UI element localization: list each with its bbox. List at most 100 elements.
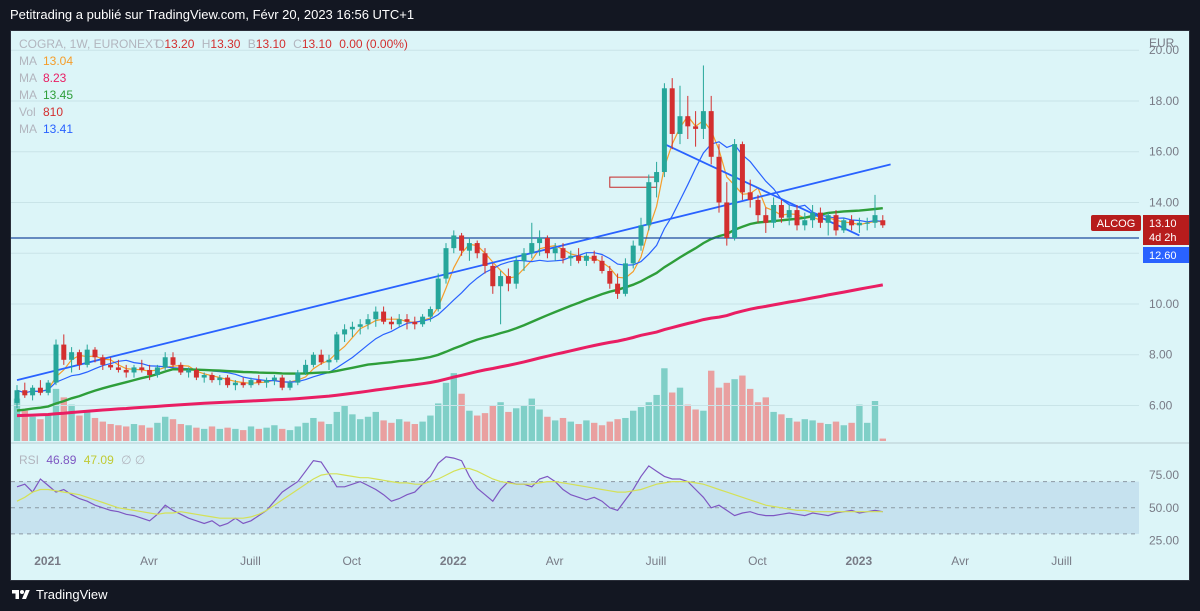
candle-body bbox=[147, 369, 153, 376]
candle-body bbox=[303, 364, 309, 373]
volume-bar bbox=[466, 410, 473, 441]
candle-body bbox=[154, 367, 160, 376]
volume-bar bbox=[583, 420, 590, 441]
candle-body bbox=[45, 382, 51, 393]
candle-body bbox=[459, 235, 465, 251]
candle-body bbox=[576, 255, 582, 261]
volume-bar bbox=[396, 419, 403, 441]
volume-bar bbox=[364, 416, 372, 441]
volume-bar bbox=[856, 404, 863, 441]
volume-bar bbox=[263, 427, 270, 441]
candle-body bbox=[786, 210, 792, 218]
trendline-support[interactable] bbox=[16, 163, 891, 381]
volume-bar bbox=[801, 419, 808, 441]
candle-body bbox=[833, 215, 839, 231]
candle-body bbox=[53, 344, 59, 383]
volume-bar bbox=[216, 428, 223, 441]
chart-area[interactable]: 20.0018.0016.0014.0012.0010.008.006.0075… bbox=[10, 30, 1190, 581]
volume-bar bbox=[481, 413, 489, 441]
header-bar: Petitrading a publié sur TradingView.com… bbox=[0, 0, 1200, 30]
volume-bar bbox=[778, 414, 785, 441]
volume-bar bbox=[879, 438, 886, 441]
candle-body bbox=[264, 380, 270, 383]
rsi-band bbox=[11, 481, 1139, 534]
candle-body bbox=[334, 334, 340, 360]
candle-body bbox=[443, 248, 449, 279]
volume-bar bbox=[37, 419, 44, 441]
candle-body bbox=[193, 369, 199, 378]
volume-bar bbox=[450, 373, 457, 441]
candle-body bbox=[326, 359, 332, 363]
last-price-badge bbox=[1143, 215, 1189, 245]
candle-body bbox=[794, 210, 800, 226]
volume-bar bbox=[552, 420, 559, 441]
candle-body bbox=[108, 364, 114, 368]
volume-bar bbox=[45, 414, 52, 441]
volume-bar bbox=[286, 430, 294, 441]
volume-bar bbox=[536, 409, 543, 441]
tradingview-brand[interactable]: TradingView bbox=[12, 587, 108, 602]
candle-body bbox=[739, 144, 745, 193]
volume-bar bbox=[474, 415, 481, 441]
volume-bar bbox=[559, 417, 567, 441]
legend-ma-3: MA 13.45 bbox=[19, 88, 73, 102]
volume-bar bbox=[427, 415, 434, 441]
candle-body bbox=[817, 212, 823, 223]
candle-body bbox=[225, 377, 231, 386]
volume-bar bbox=[333, 411, 340, 441]
volume-bar bbox=[614, 419, 621, 441]
volume-bar bbox=[357, 419, 364, 441]
tradingview-logo-icon bbox=[12, 589, 30, 599]
candle-body bbox=[810, 212, 816, 221]
volume-bar bbox=[762, 397, 769, 441]
volume-bar bbox=[871, 401, 879, 441]
hline-price-badge bbox=[1143, 247, 1189, 263]
volume-bar bbox=[684, 404, 691, 441]
candle-body bbox=[544, 238, 550, 254]
volume-bar bbox=[201, 428, 208, 441]
candle-body bbox=[521, 253, 527, 261]
volume-bar bbox=[544, 416, 551, 441]
candle-body bbox=[248, 380, 254, 386]
candle-body bbox=[700, 111, 706, 129]
volume-bar bbox=[840, 425, 847, 441]
volume-bar bbox=[567, 421, 574, 441]
candle-body bbox=[708, 111, 714, 157]
time-tick-label: 2021 bbox=[34, 554, 61, 568]
volume-bar bbox=[645, 402, 652, 441]
candle-body bbox=[630, 245, 636, 264]
candle-body bbox=[849, 220, 855, 226]
moving-averages bbox=[16, 115, 884, 418]
volume-bar bbox=[505, 411, 512, 441]
volume-bar bbox=[770, 411, 777, 441]
ma-long-line bbox=[16, 207, 883, 412]
candle-body bbox=[22, 390, 28, 396]
time-tick-label: Oct bbox=[748, 554, 767, 568]
chart-svg[interactable]: 20.0018.0016.0014.0012.0010.008.006.0075… bbox=[11, 31, 1189, 580]
time-tick-label: Juill bbox=[240, 554, 261, 568]
volume-bar bbox=[130, 424, 138, 441]
rsi-legend: RSI 46.89 47.09 ∅ ∅ bbox=[19, 453, 145, 467]
volume-bar bbox=[809, 420, 816, 441]
candle-body bbox=[14, 390, 20, 403]
candle-body bbox=[69, 352, 75, 360]
volume-bar bbox=[403, 421, 411, 441]
price-axis: 20.0018.0016.0014.0012.0010.008.006.0075… bbox=[1149, 43, 1179, 547]
candle-body bbox=[365, 319, 371, 325]
volume-bar bbox=[294, 426, 301, 441]
volume-bar bbox=[380, 420, 387, 441]
symbol-badge-text: ALCOG bbox=[1097, 218, 1136, 230]
ma-very-long-line bbox=[16, 283, 884, 418]
volume-bar bbox=[723, 382, 730, 441]
volume-bar bbox=[520, 405, 528, 441]
candle-body bbox=[763, 215, 769, 223]
volume-bar bbox=[793, 421, 801, 441]
candle-body bbox=[693, 126, 699, 129]
volume-bar bbox=[442, 382, 450, 441]
candle-body bbox=[61, 344, 67, 360]
candle-body bbox=[412, 321, 418, 325]
volume-bar bbox=[169, 419, 177, 441]
volume-bar bbox=[692, 409, 699, 441]
volume-bar bbox=[497, 402, 504, 441]
candle-body bbox=[841, 220, 847, 231]
